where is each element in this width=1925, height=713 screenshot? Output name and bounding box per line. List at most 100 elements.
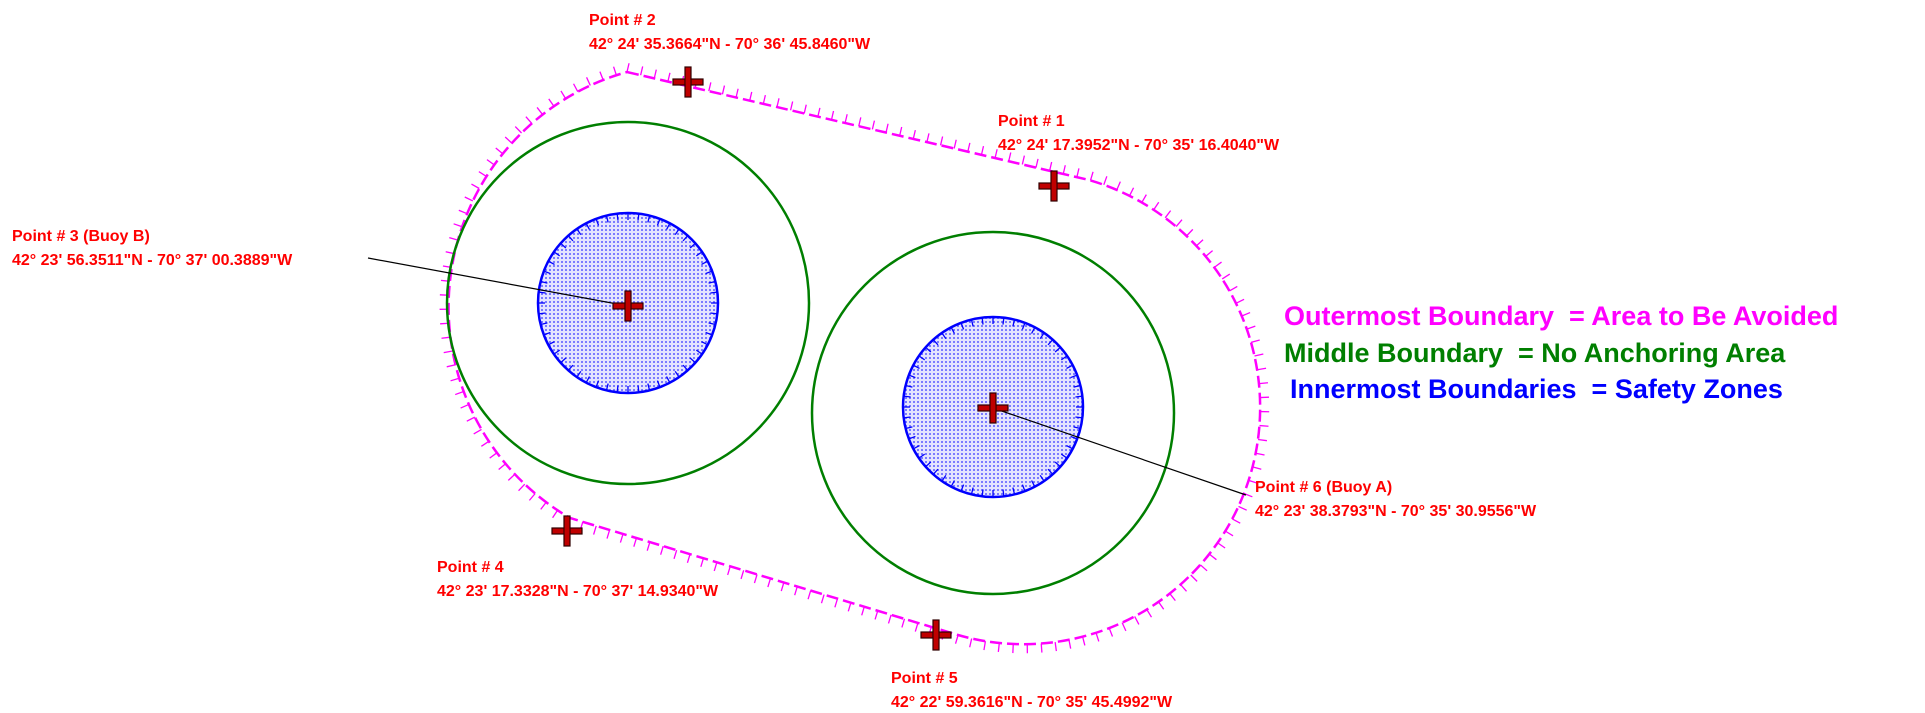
safety-zone-hatch-tick — [960, 484, 965, 492]
safety-zone-hatch-tick — [960, 322, 965, 330]
outer-hatch-tick — [753, 574, 758, 584]
safety-zone-hatch-tick — [695, 251, 703, 257]
outer-hatch-tick — [1235, 298, 1245, 304]
safety-zone-hatch-tick — [616, 213, 619, 221]
outer-hatch-tick — [1134, 616, 1140, 625]
outer-hatch-tick — [1252, 466, 1262, 470]
outer-hatch-tick — [807, 590, 812, 600]
safety-zone-hatch-tick — [970, 487, 974, 495]
outer-hatch-tick — [1175, 219, 1183, 227]
safety-zone-hatch-tick — [981, 317, 984, 325]
outer-hatch-tick — [980, 145, 985, 156]
outer-hatch-tick — [969, 638, 973, 648]
outer-hatch-tick — [446, 364, 456, 368]
safety-zone-hatch-tick — [543, 270, 551, 275]
outer-hatch-tick — [686, 554, 691, 564]
outer-hatch-tick — [1217, 542, 1226, 549]
outer-hatch-tick — [1186, 228, 1194, 237]
outer-hatch-tick — [700, 558, 705, 568]
outer-hatch-tick — [599, 71, 604, 81]
outer-hatch-tick — [667, 72, 671, 82]
safety-zone-hatch-tick — [925, 346, 932, 353]
outer-hatch-tick — [1205, 250, 1214, 257]
safety-zone-hatch-tick — [1066, 364, 1073, 370]
safety-zone-hatch-tick — [616, 385, 619, 393]
point-label-4: Point # 4 42° 23' 17.3328"N - 70° 37' 14… — [437, 559, 719, 600]
safety-zone-hatch-tick — [538, 291, 546, 294]
outer-hatch-tick — [528, 493, 536, 501]
outer-hatch-tick — [1258, 382, 1269, 385]
outer-hatch-tick — [954, 634, 959, 644]
safety-zone-hatch-tick — [674, 228, 680, 236]
outer-hatch-tick — [885, 123, 889, 133]
safety-zone-hatch-tick — [1054, 346, 1061, 353]
point-label-1: Point # 1 42° 24' 17.3952"N - 70° 35' 16… — [998, 113, 1280, 154]
outer-hatch-tick — [1229, 285, 1238, 292]
safety-zone-hatch-tick — [595, 380, 600, 388]
outer-hatch-tick — [1121, 622, 1127, 632]
safety-zone-hatch-tick — [1021, 322, 1026, 330]
outer-hatch-tick — [912, 130, 916, 140]
outer-hatch-tick — [1246, 325, 1256, 330]
safety-zone-hatch-tick — [553, 251, 561, 257]
point-label-2: Point # 2 42° 24' 35.3664"N - 70° 36' 45… — [589, 12, 871, 53]
outer-hatch-tick — [767, 578, 772, 588]
outer-hatch-tick — [1238, 505, 1247, 511]
safety-zone-hatch-tick — [656, 218, 661, 226]
outer-hatch-tick — [560, 90, 567, 99]
safety-zone-hatch-tick — [1030, 480, 1036, 487]
legend-middle: Middle Boundary = No Anchoring Area — [1284, 338, 1786, 368]
outer-hatch-tick — [1008, 152, 1012, 162]
point-3-marker — [612, 290, 644, 322]
safety-zone-hatch-tick — [689, 357, 696, 364]
outer-hatch-tick — [794, 586, 798, 596]
outer-hatch-tick — [673, 549, 678, 559]
outer-hatch-tick — [887, 614, 892, 624]
safety-zone-hatch-tick — [647, 383, 651, 391]
outermost-boundary-hatching — [439, 63, 1270, 654]
outer-hatch-tick — [1153, 201, 1160, 211]
point-label-6: Point # 6 (Buoy A) 42° 23' 38.3793"N - 7… — [1255, 479, 1537, 520]
safety-zone-hatch-tick — [1066, 444, 1073, 450]
safety-zone-hatch-tick — [1012, 319, 1016, 327]
safety-zone-hatch-tick — [647, 215, 651, 223]
outer-hatch-tick — [994, 149, 998, 159]
safety-zone-hatch-tick — [1075, 416, 1083, 419]
safety-zone-hatch-tick — [905, 384, 913, 388]
safety-zone-hatch-tick — [576, 370, 582, 378]
safety-zone-hatch-tick — [540, 322, 548, 326]
outer-hatch-tick — [834, 598, 839, 608]
safety-zone-hatch-tick — [1047, 468, 1054, 475]
outer-hatch-tick — [639, 66, 644, 76]
outer-hatch-tick — [646, 541, 651, 551]
outer-hatch-tick — [606, 529, 611, 539]
point-6-marker — [977, 392, 1009, 424]
outer-hatch-tick — [1241, 311, 1251, 317]
outer-hatch-tick — [953, 139, 957, 149]
outer-hatch-tick — [1257, 438, 1268, 442]
outer-hatch-tick — [1164, 210, 1172, 219]
outer-hatch-tick — [874, 610, 879, 620]
outer-hatch-tick — [453, 223, 463, 228]
outer-hatch-tick — [780, 582, 785, 592]
outer-hatch-tick — [1180, 584, 1188, 592]
outer-hatch-tick — [1255, 452, 1265, 456]
outer-hatch-tick — [1116, 181, 1121, 191]
safety-zone-hatch-tick — [708, 322, 716, 326]
safety-zone-hatch-tick — [908, 435, 916, 440]
outer-hatch-tick — [454, 390, 464, 396]
safety-zone-hatch-tick — [543, 331, 551, 336]
outer-hatch-tick — [803, 104, 807, 114]
outer-hatch-tick — [1062, 165, 1066, 175]
outer-hatch-tick — [480, 440, 490, 447]
outer-hatch-tick — [1035, 158, 1039, 168]
outer-hatch-tick — [540, 501, 547, 510]
outer-hatch-tick — [1068, 639, 1072, 649]
outer-hatch-tick — [727, 566, 731, 576]
safety-zone-hatch-tick — [682, 364, 689, 371]
outer-hatch-tick — [1231, 518, 1241, 524]
safety-zone-hatch-tick — [932, 339, 939, 346]
outer-hatch-tick — [1221, 273, 1231, 280]
outer-hatch-tick — [1021, 155, 1026, 165]
outer-hatch-tick — [830, 110, 835, 120]
